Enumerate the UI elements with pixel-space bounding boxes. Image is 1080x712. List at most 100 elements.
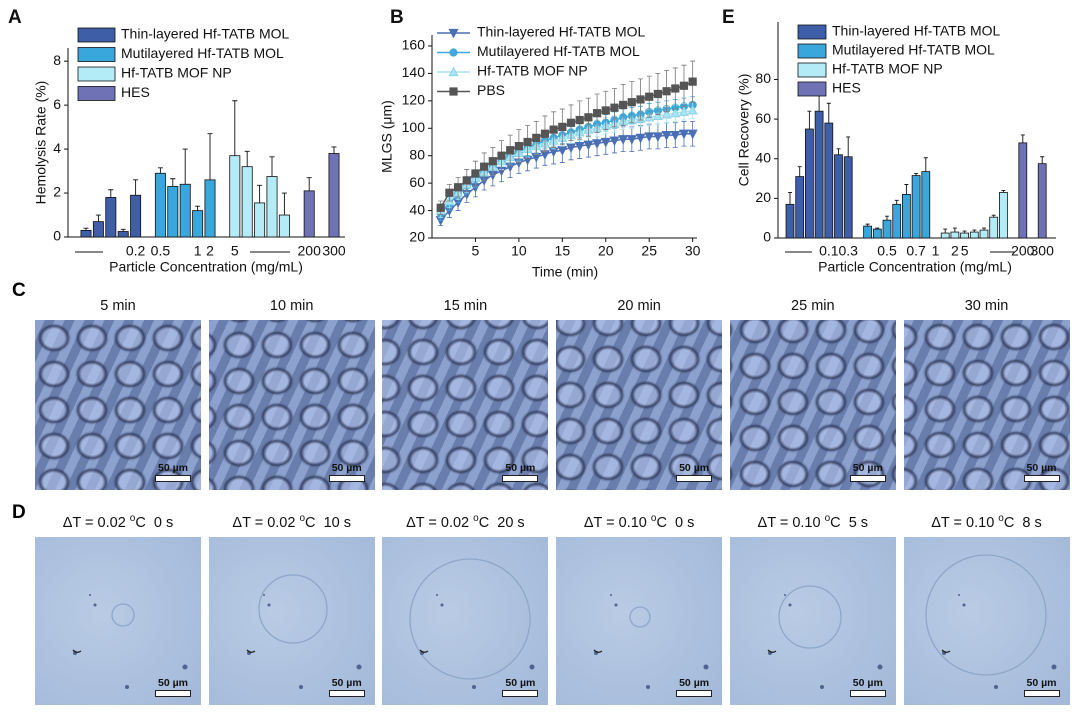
- error-bar: [972, 229, 977, 233]
- error-bar: [1020, 134, 1025, 143]
- marker: [566, 118, 576, 127]
- bar: [105, 197, 117, 238]
- panel-letter: D: [12, 502, 26, 523]
- droplet-image: [593, 594, 709, 689]
- legend-swatch: [77, 27, 116, 43]
- marker: [687, 104, 698, 115]
- frame-title: 15 min: [443, 298, 488, 314]
- speck: [356, 664, 362, 670]
- error-bar: [120, 228, 126, 232]
- y-tick-label: 0: [53, 228, 61, 244]
- speck: [646, 685, 651, 689]
- legend-label: Thin-layered Hf-TATB MOL: [832, 23, 1001, 39]
- error-bar: [836, 148, 841, 155]
- marker: [635, 133, 646, 144]
- error-bar: [982, 227, 986, 231]
- scale-bar-line: [676, 475, 713, 482]
- frame-title: ΔT = 0.02 oC 10 s: [205, 513, 379, 531]
- speck: [125, 685, 129, 689]
- y-tick-label: 60: [409, 174, 425, 190]
- error-bar: [195, 205, 201, 211]
- unit-degree: o: [824, 513, 831, 524]
- x-tick-label: 2: [206, 243, 214, 259]
- time: 0 s: [675, 514, 695, 531]
- legend-label: Mutilayered Hf-TATB MOL: [832, 42, 995, 58]
- error-bar: [807, 110, 812, 130]
- micrograph: 50 µm: [208, 537, 375, 705]
- scale-bar-line: [502, 690, 539, 697]
- scale-bar-label: 50 µm: [331, 677, 362, 689]
- bar: [192, 210, 204, 238]
- x-tick-label: 5: [961, 243, 969, 259]
- delta-t: ΔT = 0.10: [757, 514, 821, 531]
- marker: [644, 132, 655, 142]
- y-tick-label: 6: [53, 96, 61, 112]
- micrograph: 50 µm: [729, 537, 896, 705]
- legend-swatch: [797, 43, 827, 59]
- marker: [626, 135, 637, 145]
- delta-t: ΔT = 0.10: [583, 514, 647, 531]
- speck: [962, 603, 965, 607]
- legend-label: Hf-TATB MOF NP: [477, 63, 588, 79]
- marker: [488, 157, 497, 166]
- x-tick-label: 2: [951, 243, 959, 259]
- error-bar: [157, 167, 163, 174]
- speck: [93, 603, 97, 607]
- speck: [614, 603, 618, 607]
- y-tick-label: 20: [409, 229, 425, 245]
- bar: [921, 171, 931, 239]
- micrograph: 50 µm: [556, 537, 723, 705]
- delta-t: ΔT = 0.10: [931, 514, 995, 531]
- marker: [687, 129, 698, 140]
- error-bar: [207, 133, 213, 180]
- micrograph: 50 µm: [903, 320, 1070, 490]
- bar: [80, 230, 92, 238]
- y-tick-label: 4: [53, 140, 61, 156]
- marker: [645, 92, 654, 101]
- ice-crystal: [409, 558, 532, 680]
- legend-swatch: [77, 66, 116, 82]
- bar: [1037, 163, 1047, 239]
- scale-bar: 50 µm: [328, 677, 365, 697]
- marker: [471, 169, 480, 178]
- micrograph: 50 µm: [35, 537, 201, 705]
- bar: [843, 156, 853, 239]
- bar: [241, 166, 253, 238]
- marker: [653, 89, 663, 99]
- error-bar: [281, 192, 287, 216]
- bar: [130, 194, 142, 238]
- droplet-image: [924, 554, 1056, 689]
- unit: C: [135, 514, 146, 531]
- bar: [911, 175, 921, 239]
- error-bar: [846, 136, 851, 157]
- frame-title: ΔT = 0.10 oC 0 s: [552, 513, 726, 531]
- marker: [610, 103, 619, 112]
- legend-swatch: [797, 81, 827, 97]
- bar: [892, 203, 902, 239]
- marker: [670, 131, 681, 141]
- micrograph: 50 µm: [35, 320, 201, 490]
- bar: [92, 221, 104, 238]
- error-bar: [885, 215, 889, 221]
- speck: [472, 685, 477, 689]
- speck: [436, 594, 439, 596]
- marker: [549, 125, 558, 134]
- unit: C: [1003, 514, 1015, 531]
- marker: [661, 131, 672, 141]
- legend-label: Thin-layered Hf-TATB MOL: [477, 24, 646, 40]
- marker: [436, 203, 445, 212]
- marker: [662, 87, 671, 96]
- micrograph: 50 µm: [208, 320, 375, 490]
- scale-bar-label: 50 µm: [852, 462, 883, 474]
- error-bar: [943, 228, 948, 234]
- marker: [688, 77, 697, 86]
- scale-bar-label: 50 µm: [505, 677, 536, 689]
- y-tick-label: 120: [402, 92, 426, 108]
- scale-bar-label: 50 µm: [1026, 677, 1057, 689]
- legend-swatch: [77, 47, 116, 62]
- speck: [267, 603, 271, 607]
- legend-swatch: [77, 86, 116, 101]
- bar: [154, 172, 166, 238]
- speck: [529, 664, 535, 670]
- error-bar: [170, 178, 176, 187]
